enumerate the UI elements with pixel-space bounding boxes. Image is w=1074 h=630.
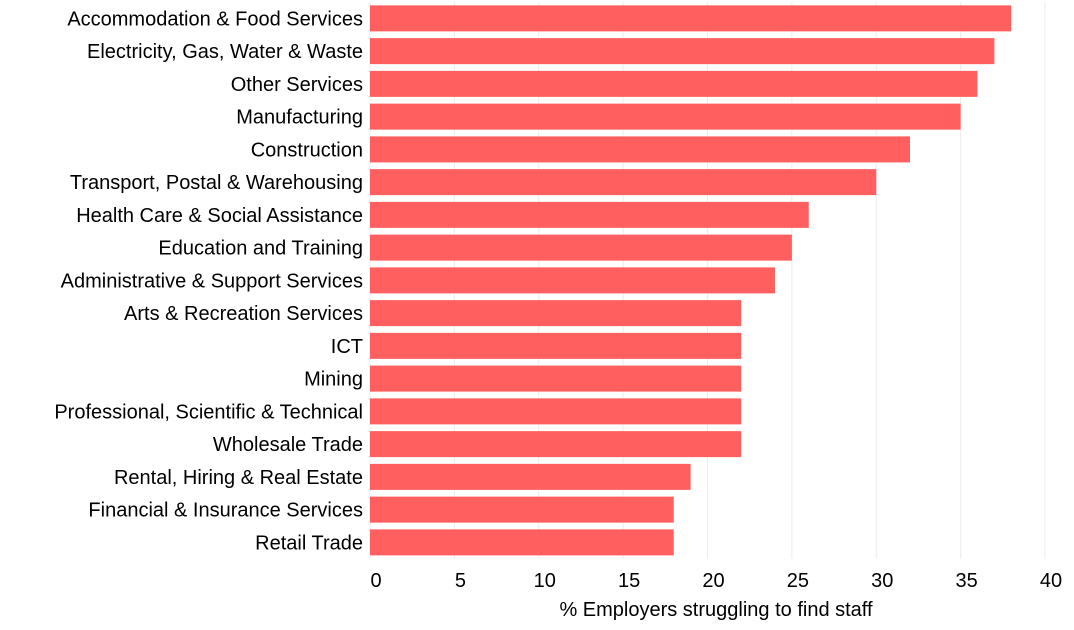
- category-label-14: Rental, Hiring & Real Estate: [114, 467, 363, 489]
- bar-2: [370, 70, 978, 97]
- category-label-15: Financial & Insurance Services: [88, 500, 363, 522]
- bar-10: [370, 332, 742, 359]
- category-label-8: Administrative & Support Services: [61, 270, 363, 292]
- category-label-11: Mining: [304, 369, 363, 391]
- x-tick-label-0: 0: [370, 570, 381, 592]
- category-label-3: Manufacturing: [236, 107, 363, 129]
- x-tick-label-5: 5: [455, 570, 466, 592]
- bar-6: [370, 201, 809, 228]
- bar-5: [370, 169, 877, 196]
- bar-13: [370, 431, 742, 458]
- category-label-7: Education and Training: [158, 238, 363, 260]
- bars: [370, 5, 1012, 556]
- bar-14: [370, 463, 691, 490]
- category-label-16: Retail Trade: [255, 532, 363, 554]
- bar-3: [370, 103, 961, 130]
- bar-15: [370, 496, 674, 523]
- x-tick-label-25: 25: [787, 570, 809, 592]
- category-label-10: ICT: [331, 336, 363, 358]
- category-label-5: Transport, Postal & Warehousing: [70, 172, 363, 194]
- bar-12: [370, 398, 742, 425]
- category-label-6: Health Care & Social Assistance: [76, 205, 363, 227]
- bar-7: [370, 234, 792, 261]
- bar-8: [370, 267, 775, 294]
- bar-9: [370, 300, 742, 327]
- bar-4: [370, 136, 910, 163]
- bar-0: [370, 5, 1012, 32]
- x-tick-label-15: 15: [618, 570, 640, 592]
- bar-11: [370, 365, 742, 392]
- category-labels: Accommodation & Food Services Electricity…: [54, 8, 363, 554]
- x-tick-label-10: 10: [534, 570, 556, 592]
- bar-1: [370, 38, 995, 65]
- category-label-2: Other Services: [231, 74, 363, 96]
- category-label-13: Wholesale Trade: [213, 434, 363, 456]
- x-tick-labels: 0 5 10 15 20 25 30 35 40: [370, 570, 1062, 592]
- category-label-9: Arts & Recreation Services: [124, 303, 363, 325]
- x-tick-label-30: 30: [871, 570, 893, 592]
- x-tick-label-35: 35: [956, 570, 978, 592]
- category-label-1: Electricity, Gas, Water & Waste: [87, 41, 363, 63]
- x-tick-label-40: 40: [1040, 570, 1062, 592]
- x-tick-label-20: 20: [702, 570, 724, 592]
- category-label-4: Construction: [251, 139, 363, 161]
- category-label-12: Professional, Scientific & Technical: [54, 401, 363, 423]
- category-label-0: Accommodation & Food Services: [67, 8, 363, 30]
- x-axis-title: % Employers struggling to find staff: [559, 599, 873, 621]
- bar-16: [370, 529, 674, 556]
